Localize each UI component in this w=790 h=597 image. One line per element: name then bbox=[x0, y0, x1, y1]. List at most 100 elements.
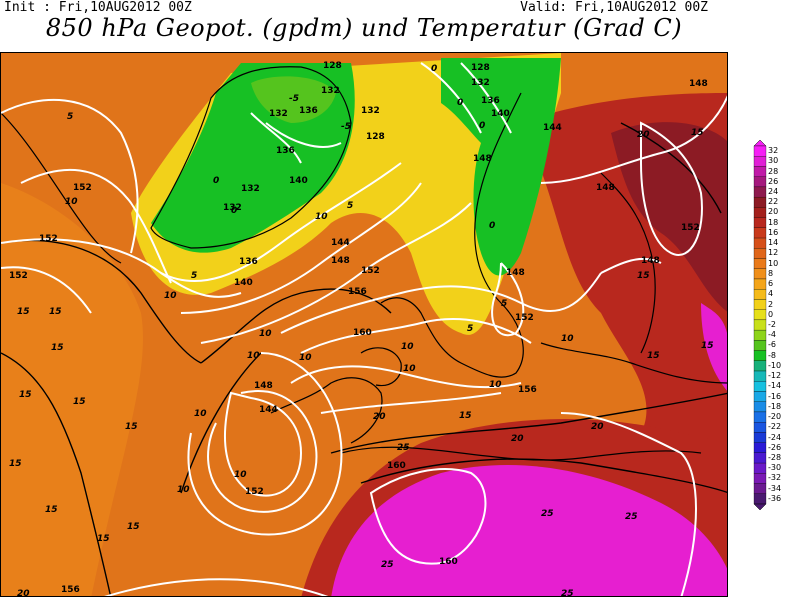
colorbar-label: 0 bbox=[768, 309, 774, 319]
temp-label-5-d: 5 bbox=[467, 324, 473, 334]
temp-label-0-e: 0 bbox=[479, 121, 485, 131]
temp-label-10-m: 10 bbox=[315, 212, 328, 222]
colorbar-label: -22 bbox=[768, 422, 782, 432]
colorbar-label: 18 bbox=[768, 217, 779, 227]
colorbar-label: 12 bbox=[768, 248, 779, 258]
colorbar-swatch bbox=[753, 299, 767, 310]
temp-label-15-h: 15 bbox=[45, 505, 58, 515]
colorbar-swatch bbox=[753, 166, 767, 177]
iso-label-144-a: 144 bbox=[543, 123, 562, 133]
colorbar-swatch bbox=[753, 493, 767, 505]
iso-label-152-g: 152 bbox=[515, 313, 534, 323]
temp-label-0-f: 0 bbox=[489, 221, 495, 231]
colorbar-swatch bbox=[753, 329, 767, 341]
iso-label-132-a: 132 bbox=[321, 86, 340, 96]
temp-label-20-e: 20 bbox=[637, 130, 650, 140]
colorbar-label: 22 bbox=[768, 197, 779, 207]
colorbar-swatch bbox=[753, 473, 767, 484]
temp-label-15-g: 15 bbox=[9, 459, 22, 469]
colorbar-swatch bbox=[753, 319, 767, 331]
temp-label-15-n: 15 bbox=[647, 351, 660, 361]
iso-label-148-d: 148 bbox=[641, 256, 660, 266]
temp-label-15-o: 15 bbox=[701, 341, 714, 351]
colorbar-label: -16 bbox=[768, 391, 782, 401]
colorbar-swatch bbox=[753, 186, 767, 198]
colorbar-swatch bbox=[753, 381, 767, 392]
colorbar-swatch bbox=[753, 207, 767, 218]
scandinavia-cold-region bbox=[441, 58, 561, 276]
colorbar-label: -18 bbox=[768, 401, 782, 411]
temp-label-10-c: 10 bbox=[259, 329, 272, 339]
iso-label-148-b: 148 bbox=[596, 183, 615, 193]
colorbar-swatch bbox=[753, 360, 767, 372]
iso-label-152-b: 152 bbox=[73, 183, 92, 193]
temp-label-15-m: 15 bbox=[637, 271, 650, 281]
iso-label-132-d: 132 bbox=[223, 203, 242, 213]
temp-label-5-a: 5 bbox=[67, 112, 73, 122]
colorbar-swatch bbox=[753, 391, 767, 402]
temp-label-15-c: 15 bbox=[51, 343, 64, 353]
iso-label-156-a: 156 bbox=[348, 287, 367, 297]
coastlines bbox=[1, 66, 727, 461]
temp-label-5-b: 5 bbox=[191, 271, 197, 281]
iso-label-132-c: 132 bbox=[241, 184, 260, 194]
colorbar-swatch bbox=[753, 145, 767, 157]
colorbar-label: -14 bbox=[768, 381, 782, 391]
iso-label-148-c: 148 bbox=[689, 79, 708, 89]
iso-label-152-d: 152 bbox=[9, 271, 28, 281]
colorbar-swatch bbox=[753, 452, 767, 464]
colorbar-label: 20 bbox=[768, 207, 779, 217]
iso-label-140-b: 140 bbox=[491, 109, 510, 119]
iso-label-148-f: 148 bbox=[254, 381, 273, 391]
colorbar-label: 28 bbox=[768, 166, 779, 176]
colorbar-label: 16 bbox=[768, 227, 779, 237]
temp-label-0-a: 0 bbox=[213, 176, 219, 186]
iso-label-140-a: 140 bbox=[289, 176, 308, 186]
colorbar-label: -12 bbox=[768, 371, 782, 381]
iso-label-128-a: 128 bbox=[323, 61, 342, 71]
map-canvas: 128 132 136 132 136 140 132 132 132 128 … bbox=[1, 53, 727, 596]
east-hot-spot bbox=[701, 303, 727, 391]
temperature-colorbar: 32 30 28 26 24 22 20 18 16 14 12 10 8 6 4 2 0 -2 -4 -6 -8 -10… bbox=[752, 139, 790, 511]
temp-label-15-l: 15 bbox=[691, 128, 704, 138]
init-time: Init : Fri,10AUG2012 00Z bbox=[4, 0, 192, 15]
colorbar-label: 6 bbox=[768, 279, 774, 289]
colorbar-swatch bbox=[753, 156, 767, 167]
temp-label-10-d: 10 bbox=[247, 351, 260, 361]
temp-label-10-j: 10 bbox=[401, 342, 414, 352]
iso-label-156-c: 156 bbox=[61, 585, 80, 595]
temp-label-10-a: 10 bbox=[65, 197, 78, 207]
temp-label-10-h: 10 bbox=[177, 485, 190, 495]
temp-label-15-i: 15 bbox=[127, 522, 140, 532]
colorbar-label: -34 bbox=[768, 483, 782, 493]
colorbar-label: -8 bbox=[768, 350, 776, 360]
colorbar-label: 10 bbox=[768, 258, 779, 268]
colorbar-label: -26 bbox=[768, 442, 782, 452]
colorbar-label: 2 bbox=[768, 299, 774, 309]
iso-label-136-b: 136 bbox=[276, 146, 295, 156]
colorbar-label: -20 bbox=[768, 412, 782, 422]
iso-label-152-c: 152 bbox=[39, 234, 58, 244]
temp-label-15-b: 15 bbox=[49, 307, 62, 317]
iso-label-136-c: 136 bbox=[481, 96, 500, 106]
colorbar-swatch bbox=[753, 462, 767, 474]
temp-label-0-d: 0 bbox=[457, 98, 463, 108]
colorbar-swatch bbox=[753, 227, 767, 239]
colorbar-swatch bbox=[753, 340, 767, 351]
colorbar-label: 14 bbox=[768, 238, 779, 248]
colorbar-swatch bbox=[753, 268, 767, 280]
temp-label-5-e: 5 bbox=[501, 299, 507, 309]
iso-label-136-a: 136 bbox=[299, 106, 318, 116]
iso-label-148-a: 148 bbox=[473, 154, 492, 164]
temp-label-25-b: 25 bbox=[541, 509, 554, 519]
colorbar-label: -2 bbox=[768, 320, 776, 329]
temp-label-10-k: 10 bbox=[489, 380, 502, 390]
colorbar-bottom-arrow bbox=[753, 503, 767, 511]
temp-label-15-j: 15 bbox=[97, 534, 110, 544]
temp-label-25-c: 25 bbox=[625, 512, 638, 522]
iceland-region bbox=[251, 76, 336, 123]
colorbar-swatch bbox=[753, 176, 767, 188]
temp-label-10-f: 10 bbox=[194, 409, 207, 419]
colorbar-label: 32 bbox=[768, 146, 779, 156]
colorbar-label: -30 bbox=[768, 463, 782, 473]
